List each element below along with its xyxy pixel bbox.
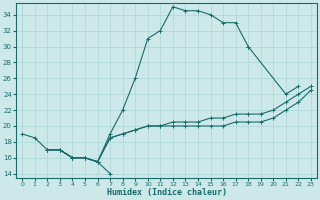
X-axis label: Humidex (Indice chaleur): Humidex (Indice chaleur) xyxy=(107,188,227,197)
